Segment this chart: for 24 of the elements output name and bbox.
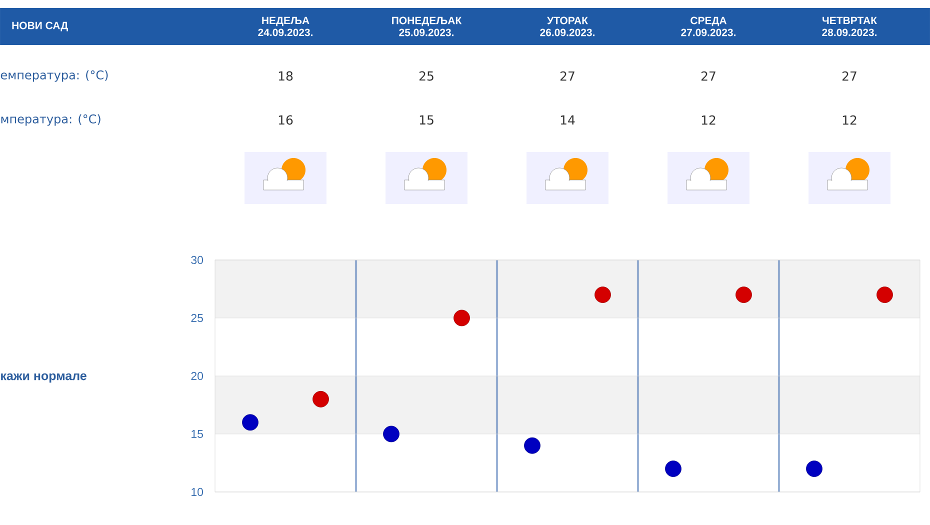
y-tick-label: 10 (192, 488, 204, 496)
text: мпература: (°C) (1, 114, 100, 126)
y-tick-label: 15 (192, 430, 203, 438)
text: кажи нормале (1, 373, 86, 383)
y-tick-label: 20 (191, 372, 204, 380)
data-label: 25 (419, 71, 434, 81)
data-label: 15 (420, 115, 434, 125)
data-label: 14 (560, 115, 575, 125)
category-label: СРЕДА 27.09.2023. (681, 16, 736, 36)
category-label: УТОРАК 26.09.2023. (540, 16, 595, 36)
category-label: ЧЕТВРТАК 28.09.2023. (822, 16, 877, 36)
category-label: ПОНЕДЕЉАК 25.09.2023. (392, 16, 462, 36)
data-label: 18 (278, 71, 293, 81)
data-label: 16 (278, 115, 293, 125)
y-tick-label: 25 (191, 314, 203, 322)
data-label: 27 (560, 71, 574, 81)
category-label: НЕДЕЉА 24.09.2023. (258, 16, 313, 36)
text: НОВИ САД (12, 22, 68, 32)
data-label: 27 (701, 71, 716, 81)
data-label: 12 (842, 115, 856, 125)
text: емпература: (°C) (0, 70, 108, 82)
data-label: 27 (842, 71, 856, 81)
data-label: 12 (702, 115, 716, 125)
y-tick-label: 30 (191, 256, 204, 264)
